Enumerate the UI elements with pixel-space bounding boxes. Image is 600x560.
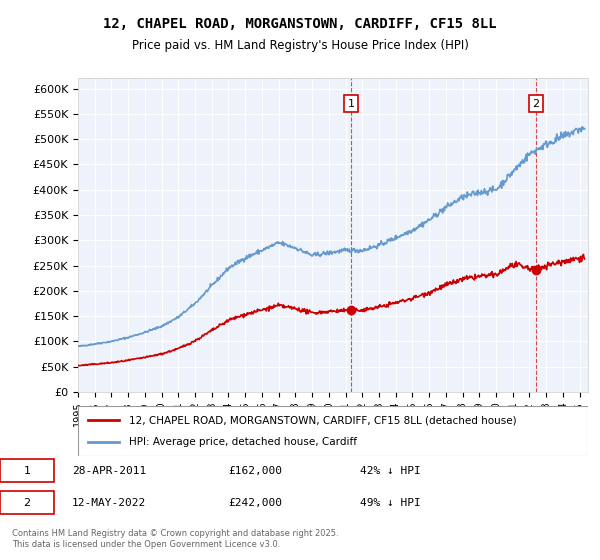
FancyBboxPatch shape [78,406,588,456]
Text: 12, CHAPEL ROAD, MORGANSTOWN, CARDIFF, CF15 8LL (detached house): 12, CHAPEL ROAD, MORGANSTOWN, CARDIFF, C… [129,415,517,425]
Text: 42% ↓ HPI: 42% ↓ HPI [360,465,421,475]
Text: 2: 2 [532,99,539,109]
Text: £162,000: £162,000 [228,465,282,475]
FancyBboxPatch shape [0,459,54,482]
Text: HPI: Average price, detached house, Cardiff: HPI: Average price, detached house, Card… [129,437,357,447]
Text: Contains HM Land Registry data © Crown copyright and database right 2025.
This d: Contains HM Land Registry data © Crown c… [12,529,338,549]
Text: 12-MAY-2022: 12-MAY-2022 [72,498,146,508]
FancyBboxPatch shape [0,491,54,514]
Text: 1: 1 [347,99,355,109]
Text: £242,000: £242,000 [228,498,282,508]
Text: 12, CHAPEL ROAD, MORGANSTOWN, CARDIFF, CF15 8LL: 12, CHAPEL ROAD, MORGANSTOWN, CARDIFF, C… [103,17,497,31]
Text: Price paid vs. HM Land Registry's House Price Index (HPI): Price paid vs. HM Land Registry's House … [131,39,469,52]
Text: 49% ↓ HPI: 49% ↓ HPI [360,498,421,508]
Text: 1: 1 [23,465,31,475]
Text: 28-APR-2011: 28-APR-2011 [72,465,146,475]
Text: 2: 2 [23,498,31,508]
